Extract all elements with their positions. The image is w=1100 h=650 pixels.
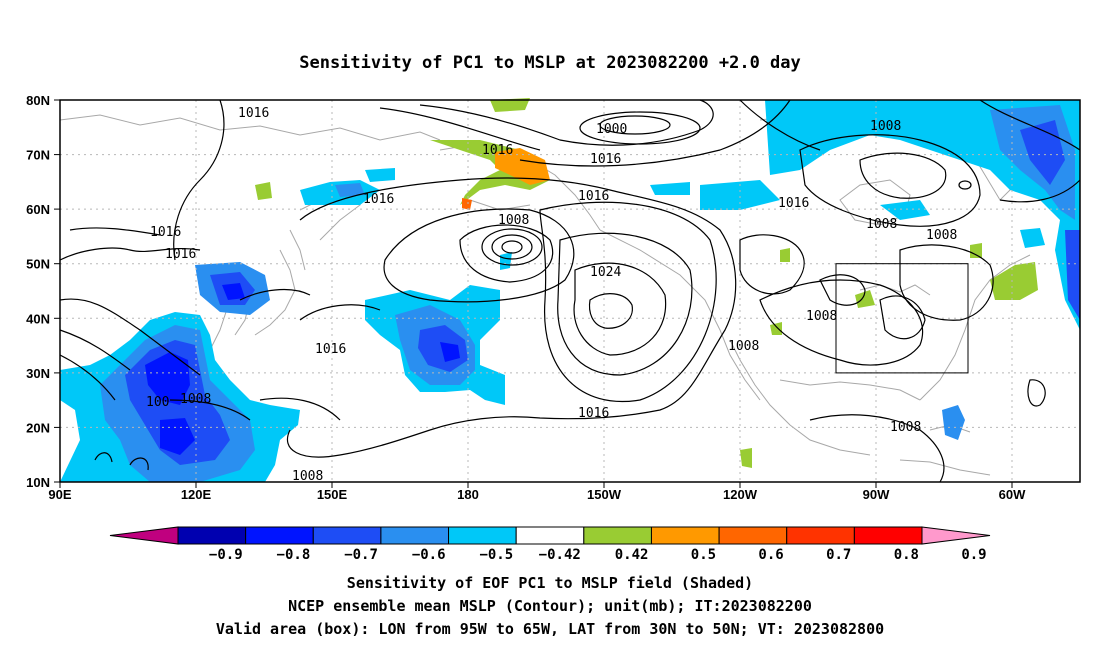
contour-label: 1016 (778, 196, 809, 211)
contour-label: 1008 (870, 119, 901, 134)
caption-line-1: Sensitivity of EOF PC1 to MSLP field (Sh… (346, 574, 754, 592)
contour-label: 1008 (180, 392, 211, 407)
contour-label: 1016 (315, 342, 346, 357)
caption-line-2: NCEP ensemble mean MSLP (Contour); unit(… (288, 597, 812, 615)
contour-label: 1008 (292, 469, 323, 484)
lat-label: 60N (26, 202, 50, 217)
colorbar: −0.9 −0.8 −0.7 −0.6 −0.5 −0.42 0.42 0.5 0.6 0.7 0.… (109, 526, 991, 563)
lat-label: 20N (26, 420, 50, 435)
colorbar-tick-label: −0.5 (479, 547, 513, 563)
lat-label: 40N (26, 311, 50, 326)
lat-label: 80N (26, 93, 50, 108)
colorbar-tick-label: 0.6 (758, 547, 783, 563)
tick-marks (54, 99, 1013, 488)
contour-label: 1016 (238, 106, 269, 121)
colorbar-end-low (109, 526, 179, 545)
graticule (60, 100, 1080, 482)
contour-label: 1016 (590, 152, 621, 167)
lon-label: 120E (181, 487, 212, 502)
colorbar-swatch (312, 526, 382, 545)
valid-area-box (835, 263, 969, 374)
colorbar-tick-label: −0.42 (539, 547, 581, 563)
colorbar-swatch (853, 526, 923, 545)
colorbar-tick-label: 0.5 (691, 547, 716, 563)
colorbar-tick-label: −0.9 (209, 547, 243, 563)
colorbar-tick-label: −0.7 (344, 547, 378, 563)
contour-labels: 1016 1016 1016 1016 1016 1016 1016 1016 … (146, 106, 957, 484)
colorbar-swatch (380, 526, 450, 545)
colorbar-swatch (245, 526, 314, 545)
lon-label: 60W (999, 487, 1026, 502)
contour-label: 1016 (165, 247, 196, 262)
colorbar-swatch (786, 526, 855, 545)
lat-label: 30N (26, 366, 50, 381)
lon-label: 150E (317, 487, 348, 502)
colorbar-tick-label: 0.42 (615, 547, 649, 563)
colorbar-tick-label: 0.8 (894, 547, 919, 563)
lon-label: 180 (457, 487, 479, 502)
contour-label: 1016 (150, 225, 181, 240)
contour-label: 100 (146, 395, 169, 410)
lat-label: 50N (26, 257, 50, 272)
contour-label: 1008 (866, 217, 897, 232)
lat-label: 10N (26, 475, 50, 490)
contour-label: 1016 (578, 189, 609, 204)
map-panel: 1016 1016 1016 1016 1016 1016 1016 1016 … (26, 93, 1081, 502)
lon-label: 90E (48, 487, 71, 502)
contour-label: 1008 (728, 339, 759, 354)
colorbar-swatch (177, 526, 247, 545)
caption-line-3: Valid area (box): LON from 95W to 65W, L… (215, 620, 885, 638)
colorbar-tick-label: 0.9 (961, 547, 986, 563)
colorbar-tick-label: −0.8 (277, 547, 311, 563)
colorbar-swatch (583, 526, 652, 545)
lat-label: 70N (26, 148, 50, 163)
colorbar-end-high (921, 526, 991, 545)
contour-label: 1008 (806, 309, 837, 324)
colorbar-swatch (515, 526, 585, 545)
lon-label: 120W (723, 487, 758, 502)
mslp-contours (59, 99, 1081, 483)
contour-label: 1008 (890, 420, 921, 435)
contour-label: 1016 (363, 192, 394, 207)
colorbar-tick-label: 0.7 (826, 547, 851, 563)
contour-label: 1016 (578, 406, 609, 421)
contour-label: 1016 (482, 143, 513, 158)
contour-label: 1008 (926, 228, 957, 243)
colorbar-swatch (718, 526, 788, 545)
colorbar-swatch (650, 526, 720, 545)
contour-label: 1008 (498, 213, 529, 228)
map-title: Sensitivity of PC1 to MSLP at 2023082200… (299, 53, 801, 73)
lon-label: 90W (863, 487, 890, 502)
lon-label: 150W (587, 487, 622, 502)
longitude-labels: 90E 120E 150E 180 150W 120W 90W 60W (48, 487, 1026, 502)
contour-label: 1000 (596, 122, 627, 137)
colorbar-tick-label: −0.6 (412, 547, 446, 563)
contour-label: 1024 (590, 265, 621, 280)
map-frame (59, 99, 1081, 483)
latitude-labels: 80N 70N 60N 50N 40N 30N 20N 10N (26, 93, 50, 490)
colorbar-swatch (448, 526, 517, 545)
